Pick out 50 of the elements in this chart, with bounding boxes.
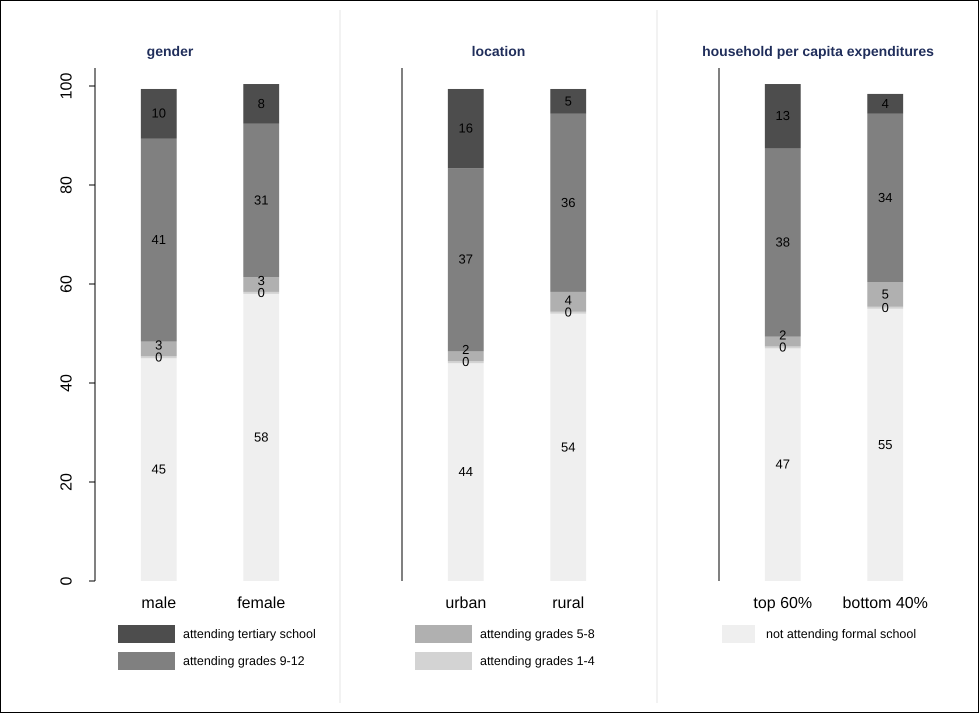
data-label: 41 <box>152 232 166 247</box>
data-label: 45 <box>152 462 166 477</box>
x-tick-label: male <box>141 595 176 612</box>
data-label: 58 <box>254 429 268 444</box>
data-label: 5 <box>882 286 889 302</box>
data-label: 0 <box>882 300 889 315</box>
data-label: 5 <box>564 93 572 108</box>
data-label: 55 <box>878 436 892 452</box>
chart-title: gender <box>146 43 194 59</box>
y-tick-label: 100 <box>58 72 76 100</box>
chart-title: location <box>472 43 526 59</box>
bar <box>140 138 177 342</box>
y-tick-label: 60 <box>58 275 76 293</box>
y-tick-label: 80 <box>58 176 76 194</box>
data-label: 37 <box>458 252 474 267</box>
data-label: 34 <box>878 190 892 205</box>
x-tick-label: bottom 40% <box>842 595 928 612</box>
data-label: 8 <box>258 96 265 111</box>
data-label: 10 <box>152 106 166 121</box>
bar <box>867 94 904 114</box>
data-label: 4 <box>882 96 889 111</box>
bar <box>448 88 484 168</box>
data-label: 13 <box>776 108 790 124</box>
bar <box>243 84 280 124</box>
x-tick-label: top 60% <box>753 595 812 612</box>
legend-label: attending grades 1-4 <box>480 654 595 668</box>
data-label: 47 <box>776 456 790 472</box>
bar <box>550 88 586 114</box>
x-tick-label: rural <box>552 595 584 612</box>
y-tick-label: 0 <box>58 576 76 586</box>
bar <box>550 114 586 292</box>
y-tick-label: 40 <box>58 374 76 392</box>
data-label: 16 <box>458 120 474 136</box>
data-label: 36 <box>560 194 576 210</box>
bar <box>243 124 280 278</box>
chart-title: household per capita expenditures <box>702 43 934 59</box>
legend-label: attending grades 9-12 <box>183 654 305 668</box>
legend-label: not attending formal school <box>766 627 916 641</box>
y-tick-label: 20 <box>58 473 76 491</box>
data-label: 54 <box>560 439 576 454</box>
data-label: 44 <box>458 464 474 480</box>
x-tick-label: female <box>237 595 286 612</box>
legend-label: attending tertiary school <box>183 627 316 641</box>
data-label: 38 <box>776 234 790 250</box>
bar <box>764 84 801 148</box>
bar <box>140 88 177 138</box>
data-label: 31 <box>254 192 268 208</box>
legend-label: attending grades 5-8 <box>480 627 595 641</box>
bar <box>867 114 904 282</box>
x-tick-label: urban <box>445 595 486 612</box>
